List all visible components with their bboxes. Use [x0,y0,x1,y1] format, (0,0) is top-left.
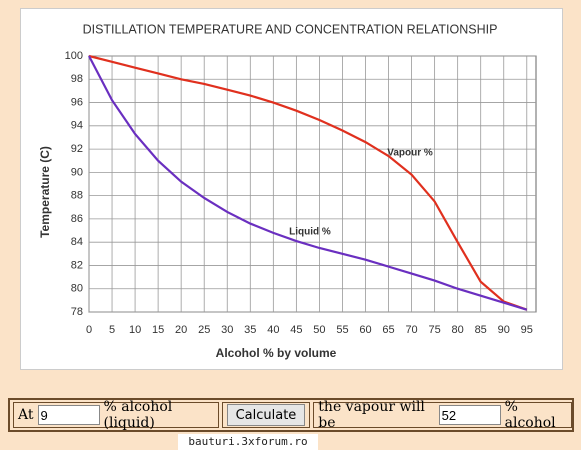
y-axis-label: Temperature (C) [38,146,52,238]
series-label: Liquid % [289,227,331,238]
x-tick-label: 50 [313,324,325,336]
vapour-unit: % alcohol [504,399,556,431]
y-tick-label: 98 [71,73,83,85]
x-tick-label: 95 [521,324,533,336]
y-tick-label: 88 [71,190,83,202]
series-line [88,55,528,311]
y-tick-label: 96 [71,96,83,108]
calculator-form: At % alcohol (liquid) Calculate the vapo… [8,398,574,432]
x-tick-label: 90 [498,324,510,336]
x-axis-label: Alcohol % by volume [216,346,337,360]
x-tick-label: 75 [428,324,440,336]
x-tick-label: 5 [109,324,115,336]
x-tick-label: 35 [244,324,256,336]
x-tick-label: 85 [475,324,487,336]
series-line [88,54,528,311]
prefix: At [18,407,34,423]
x-tick-label: 40 [267,324,279,336]
y-tick-label: 82 [71,259,83,271]
series-label: Vapour % [387,148,433,159]
button-cell: Calculate [221,402,311,428]
liquid-unit: % alcohol (liquid) [103,399,173,431]
footer-tab: bauturi.3xforum.ro [178,434,318,450]
x-tick-label: 30 [221,324,233,336]
x-tick-label: 25 [198,324,210,336]
liquid-cell: At % alcohol (liquid) [13,399,219,431]
y-tick-label: 94 [71,120,83,132]
x-tick-label: 0 [86,324,92,336]
x-tick-label: 55 [336,324,348,336]
chart-title: DISTILLATION TEMPERATURE AND CONCENTRATI… [83,22,498,36]
x-tick-label: 70 [405,324,417,336]
x-tick-label: 65 [382,324,394,336]
y-tick-label: 78 [71,306,83,318]
x-tick-label: 15 [152,324,164,336]
plot-area [88,55,537,313]
x-tick-label: 45 [290,324,302,336]
x-tick-label: 80 [452,324,464,336]
result-label: the vapour will be [318,399,425,431]
liquid-input[interactable] [37,405,100,425]
y-tick-label: 80 [71,283,83,295]
x-tick-label: 10 [129,324,141,336]
vapour-input[interactable] [438,405,501,425]
y-tick-label: 100 [65,50,83,62]
x-tick-label: 60 [359,324,371,336]
calculate-button[interactable]: Calculate [226,404,306,426]
y-tick-label: 92 [71,143,83,155]
y-tick-label: 86 [71,213,83,225]
chart: DISTILLATION TEMPERATURE AND CONCENTRATI… [20,8,563,370]
y-tick-label: 84 [71,236,83,248]
x-tick-label: 20 [175,324,187,336]
result-cell: the vapour will be % alcohol [313,399,572,431]
y-tick-label: 90 [71,166,83,178]
